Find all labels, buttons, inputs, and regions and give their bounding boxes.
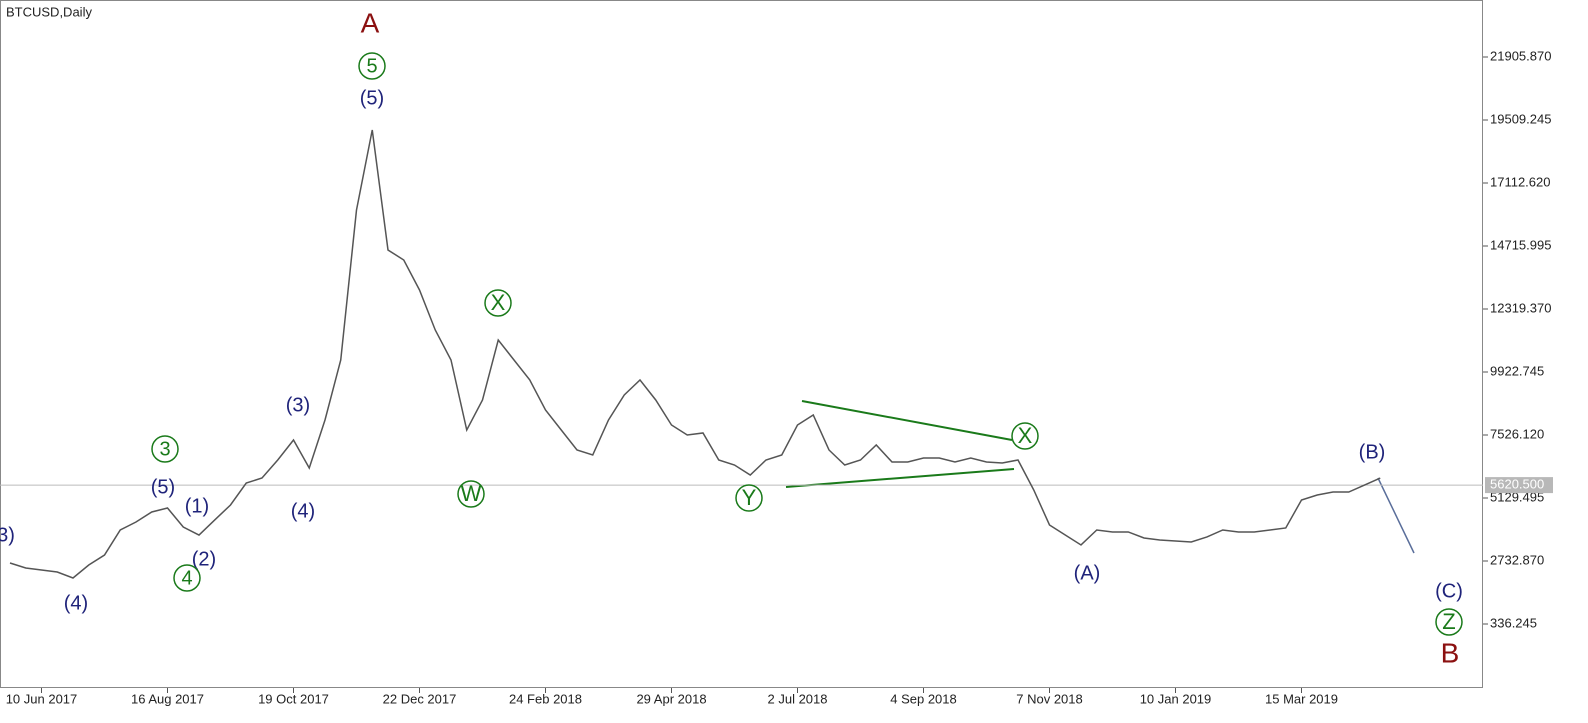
wave-label: 3) (0, 524, 15, 546)
wave-label: 4 (181, 567, 192, 589)
price-line (9, 129, 1381, 579)
y-tick-label: 12319.370 (1490, 300, 1551, 315)
wave-circle (1011, 422, 1039, 450)
wave-label: (3) (286, 394, 310, 416)
x-tick-label: 10 Jun 2017 (6, 691, 78, 706)
wave-label: 5 (366, 55, 377, 77)
x-tick-label: 4 Sep 2018 (890, 691, 957, 706)
wave-label: 3 (159, 438, 170, 460)
y-tick-label: 336.245 (1490, 615, 1537, 630)
wave-label: A (361, 7, 380, 38)
chart-title: BTCUSD,Daily (6, 4, 92, 19)
y-tick-label: 2732.870 (1490, 552, 1544, 567)
trend-line (801, 400, 1013, 441)
y-tick-label: 19509.245 (1490, 111, 1551, 126)
wave-circle (358, 52, 386, 80)
x-tick-label: 2 Jul 2018 (768, 691, 828, 706)
wave-label: Z (1442, 609, 1455, 634)
wave-circle (1435, 608, 1463, 636)
wave-label: (2) (192, 548, 216, 570)
x-tick-label: 16 Aug 2017 (131, 691, 204, 706)
wave-label: (5) (360, 87, 384, 109)
wave-circle (173, 564, 201, 592)
wave-circle (484, 289, 512, 317)
last-price-box (1485, 477, 1553, 494)
wave-circle (735, 484, 763, 512)
plot-frame (0, 0, 1483, 688)
x-tick-label: 7 Nov 2018 (1016, 691, 1083, 706)
y-tick-label: 17112.620 (1490, 174, 1551, 189)
y-tick-label: 21905.870 (1490, 48, 1551, 63)
y-tick-label: 14715.995 (1490, 237, 1551, 252)
last-price-label: 5620.500 (1490, 477, 1544, 492)
x-tick-label: 29 Apr 2018 (636, 691, 706, 706)
wave-label: (5) (151, 476, 175, 498)
x-tick-label: 22 Dec 2017 (383, 691, 457, 706)
wave-label: (B) (1359, 441, 1386, 463)
wave-label: W (461, 481, 482, 506)
wave-label: (4) (291, 500, 315, 522)
y-tick-label: 9922.745 (1490, 363, 1544, 378)
wave-label: (4) (64, 592, 88, 614)
trend-line (785, 468, 1015, 488)
wave-label: (C) (1435, 580, 1463, 602)
projection-line (1377, 477, 1415, 554)
wave-circle (151, 435, 179, 463)
wave-label: B (1441, 637, 1460, 668)
wave-circle (457, 480, 485, 508)
wave-label: Y (742, 485, 757, 510)
x-tick-label: 19 Oct 2017 (258, 691, 329, 706)
wave-label: X (1018, 423, 1033, 448)
y-tick-label: 5129.495 (1490, 489, 1544, 504)
wave-label: X (491, 290, 506, 315)
x-tick-label: 10 Jan 2019 (1140, 691, 1212, 706)
x-tick-label: 24 Feb 2018 (509, 691, 582, 706)
wave-label: (1) (185, 495, 209, 517)
x-tick-label: 15 Mar 2019 (1265, 691, 1338, 706)
wave-label: (A) (1074, 562, 1101, 584)
y-tick-label: 7526.120 (1490, 426, 1544, 441)
